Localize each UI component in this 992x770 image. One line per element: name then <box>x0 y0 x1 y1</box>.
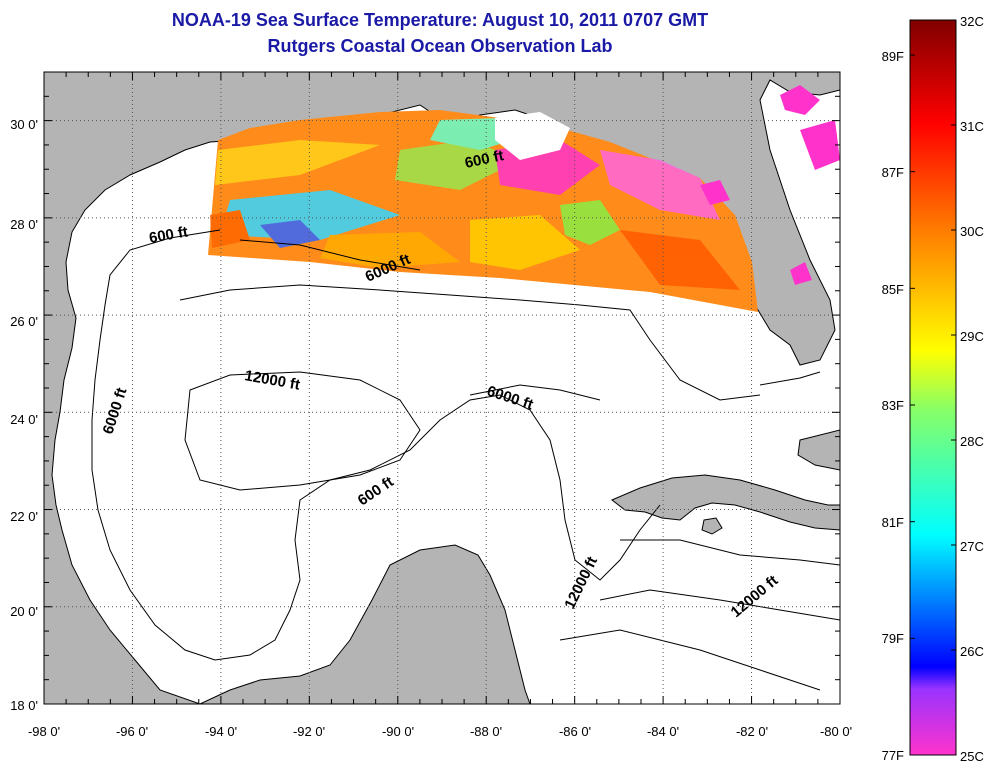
lat-label: 30 0' <box>10 117 38 132</box>
celsius-label: 30C <box>960 224 984 239</box>
lon-label: -86 0' <box>559 724 591 739</box>
lon-label: -98 0' <box>28 724 60 739</box>
bahamas-landmass <box>797 429 840 471</box>
celsius-label: 27C <box>960 539 984 554</box>
lat-label: 18 0' <box>10 698 38 713</box>
colorbar-celsius-labels: 32C 31C 30C 29C 28C 27C 26C 25C <box>960 14 984 764</box>
isle-of-youth <box>701 517 723 535</box>
celsius-label: 28C <box>960 434 984 449</box>
lon-label: -96 0' <box>116 724 148 739</box>
celsius-label: 25C <box>960 749 984 764</box>
celsius-label: 29C <box>960 329 984 344</box>
colorbar-fahrenheit-labels: 89F 87F 85F 83F 81F 79F 77F <box>882 49 904 763</box>
colorbar-ticks <box>910 19 956 756</box>
lon-label: -92 0' <box>293 724 325 739</box>
lon-label: -82 0' <box>736 724 768 739</box>
fahrenheit-label: 83F <box>882 398 904 413</box>
celsius-label: 26C <box>960 644 984 659</box>
fahrenheit-label: 81F <box>882 515 904 530</box>
bathymetry-contours <box>91 229 840 691</box>
longitude-axis: -98 0' -96 0' -94 0' -92 0' -90 0' -88 0… <box>28 724 852 739</box>
graticule <box>44 72 840 704</box>
latitude-axis: 30 0' 28 0' 26 0' 24 0' 22 0' 20 0' 18 0… <box>10 117 38 713</box>
contour-label: 600 ft <box>148 223 190 247</box>
fahrenheit-label: 87F <box>882 165 904 180</box>
yucatan-landmass <box>199 544 531 704</box>
sst-swath-texture <box>210 118 740 290</box>
lat-label: 24 0' <box>10 412 38 427</box>
lon-label: -84 0' <box>647 724 679 739</box>
lat-label: 22 0' <box>10 509 38 524</box>
lat-label: 28 0' <box>10 217 38 232</box>
celsius-label: 32C <box>960 14 984 29</box>
fahrenheit-label: 79F <box>882 631 904 646</box>
lon-label: -90 0' <box>382 724 414 739</box>
fahrenheit-label: 89F <box>882 49 904 64</box>
fahrenheit-label: 77F <box>882 748 904 763</box>
sst-patches-east <box>700 85 840 285</box>
axis-ticks <box>43 71 841 705</box>
us-landmass <box>44 72 840 704</box>
map-subtitle: Rutgers Coastal Ocean Observation Lab <box>267 36 613 56</box>
celsius-label: 31C <box>960 119 984 134</box>
map-title: NOAA-19 Sea Surface Temperature: August … <box>171 10 709 30</box>
temperature-colorbar <box>909 19 957 756</box>
cloud-gap <box>495 112 570 160</box>
lon-label: -94 0' <box>205 724 237 739</box>
lat-label: 20 0' <box>10 604 38 619</box>
lon-label: -80 0' <box>820 724 852 739</box>
lon-label: -88 0' <box>470 724 502 739</box>
cuba-landmass <box>611 474 840 531</box>
fahrenheit-label: 85F <box>882 282 904 297</box>
lat-label: 26 0' <box>10 314 38 329</box>
